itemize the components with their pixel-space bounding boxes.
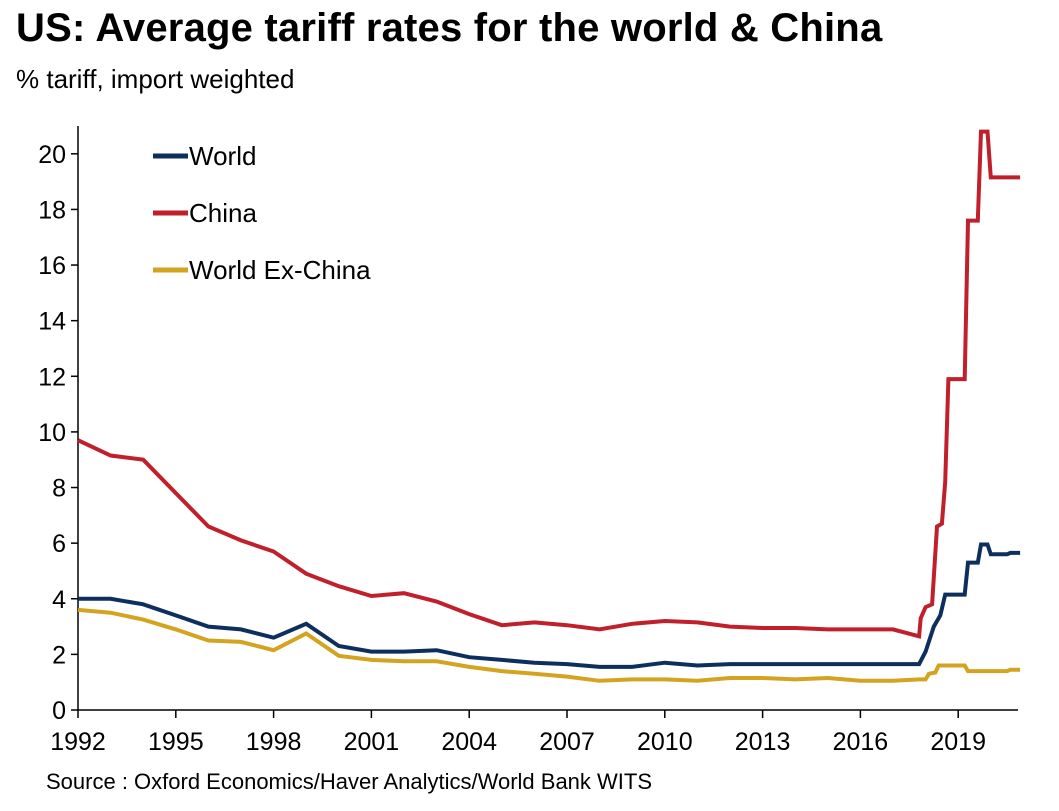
x-tick-label: 2004: [441, 728, 497, 756]
x-tick-label: 2019: [930, 728, 986, 756]
y-tick-label: 16: [38, 252, 66, 280]
y-tick-label: 0: [52, 697, 66, 725]
y-tick-label: 6: [52, 530, 66, 558]
y-tick-label: 12: [38, 363, 66, 391]
source-note: Source : Oxford Economics/Haver Analytic…: [46, 769, 653, 794]
y-tick-label: 18: [38, 196, 66, 224]
axes: 0 2 4 6 8 10 12 14 16 18 20 1992 1995 1998 2001 2004 200…: [38, 126, 1018, 756]
x-tick-label: 2001: [344, 728, 400, 756]
y-tick-label: 10: [38, 419, 66, 447]
x-tick-label: 2007: [539, 728, 595, 756]
legend-label-world-ex-china: World Ex-China: [189, 255, 371, 285]
y-tick-label: 2: [52, 641, 66, 669]
x-tick-label: 2013: [735, 728, 791, 756]
series-line-world-ex-china: [77, 607, 1021, 683]
y-tick-label: 14: [38, 308, 66, 336]
x-tick-label: 1992: [50, 728, 106, 756]
chart-subtitle: % tariff, import weighted: [16, 64, 295, 94]
y-tick-label: 4: [52, 586, 66, 614]
y-tick-label: 20: [38, 141, 66, 169]
legend-label-china: China: [189, 198, 257, 228]
series-line-china: [77, 129, 1021, 639]
legend: World China World Ex-China: [153, 141, 371, 285]
chart-title: US: Average tariff rates for the world &…: [16, 6, 883, 50]
series-layer: [77, 129, 1021, 683]
x-tick-label: 1998: [246, 728, 302, 756]
x-tick-label: 2016: [833, 728, 889, 756]
series-line-world: [78, 542, 1021, 669]
y-tick-label: 8: [52, 475, 66, 503]
x-tick-label: 1995: [148, 728, 204, 756]
x-tick-label: 2010: [637, 728, 693, 756]
legend-label-world: World: [189, 141, 256, 171]
